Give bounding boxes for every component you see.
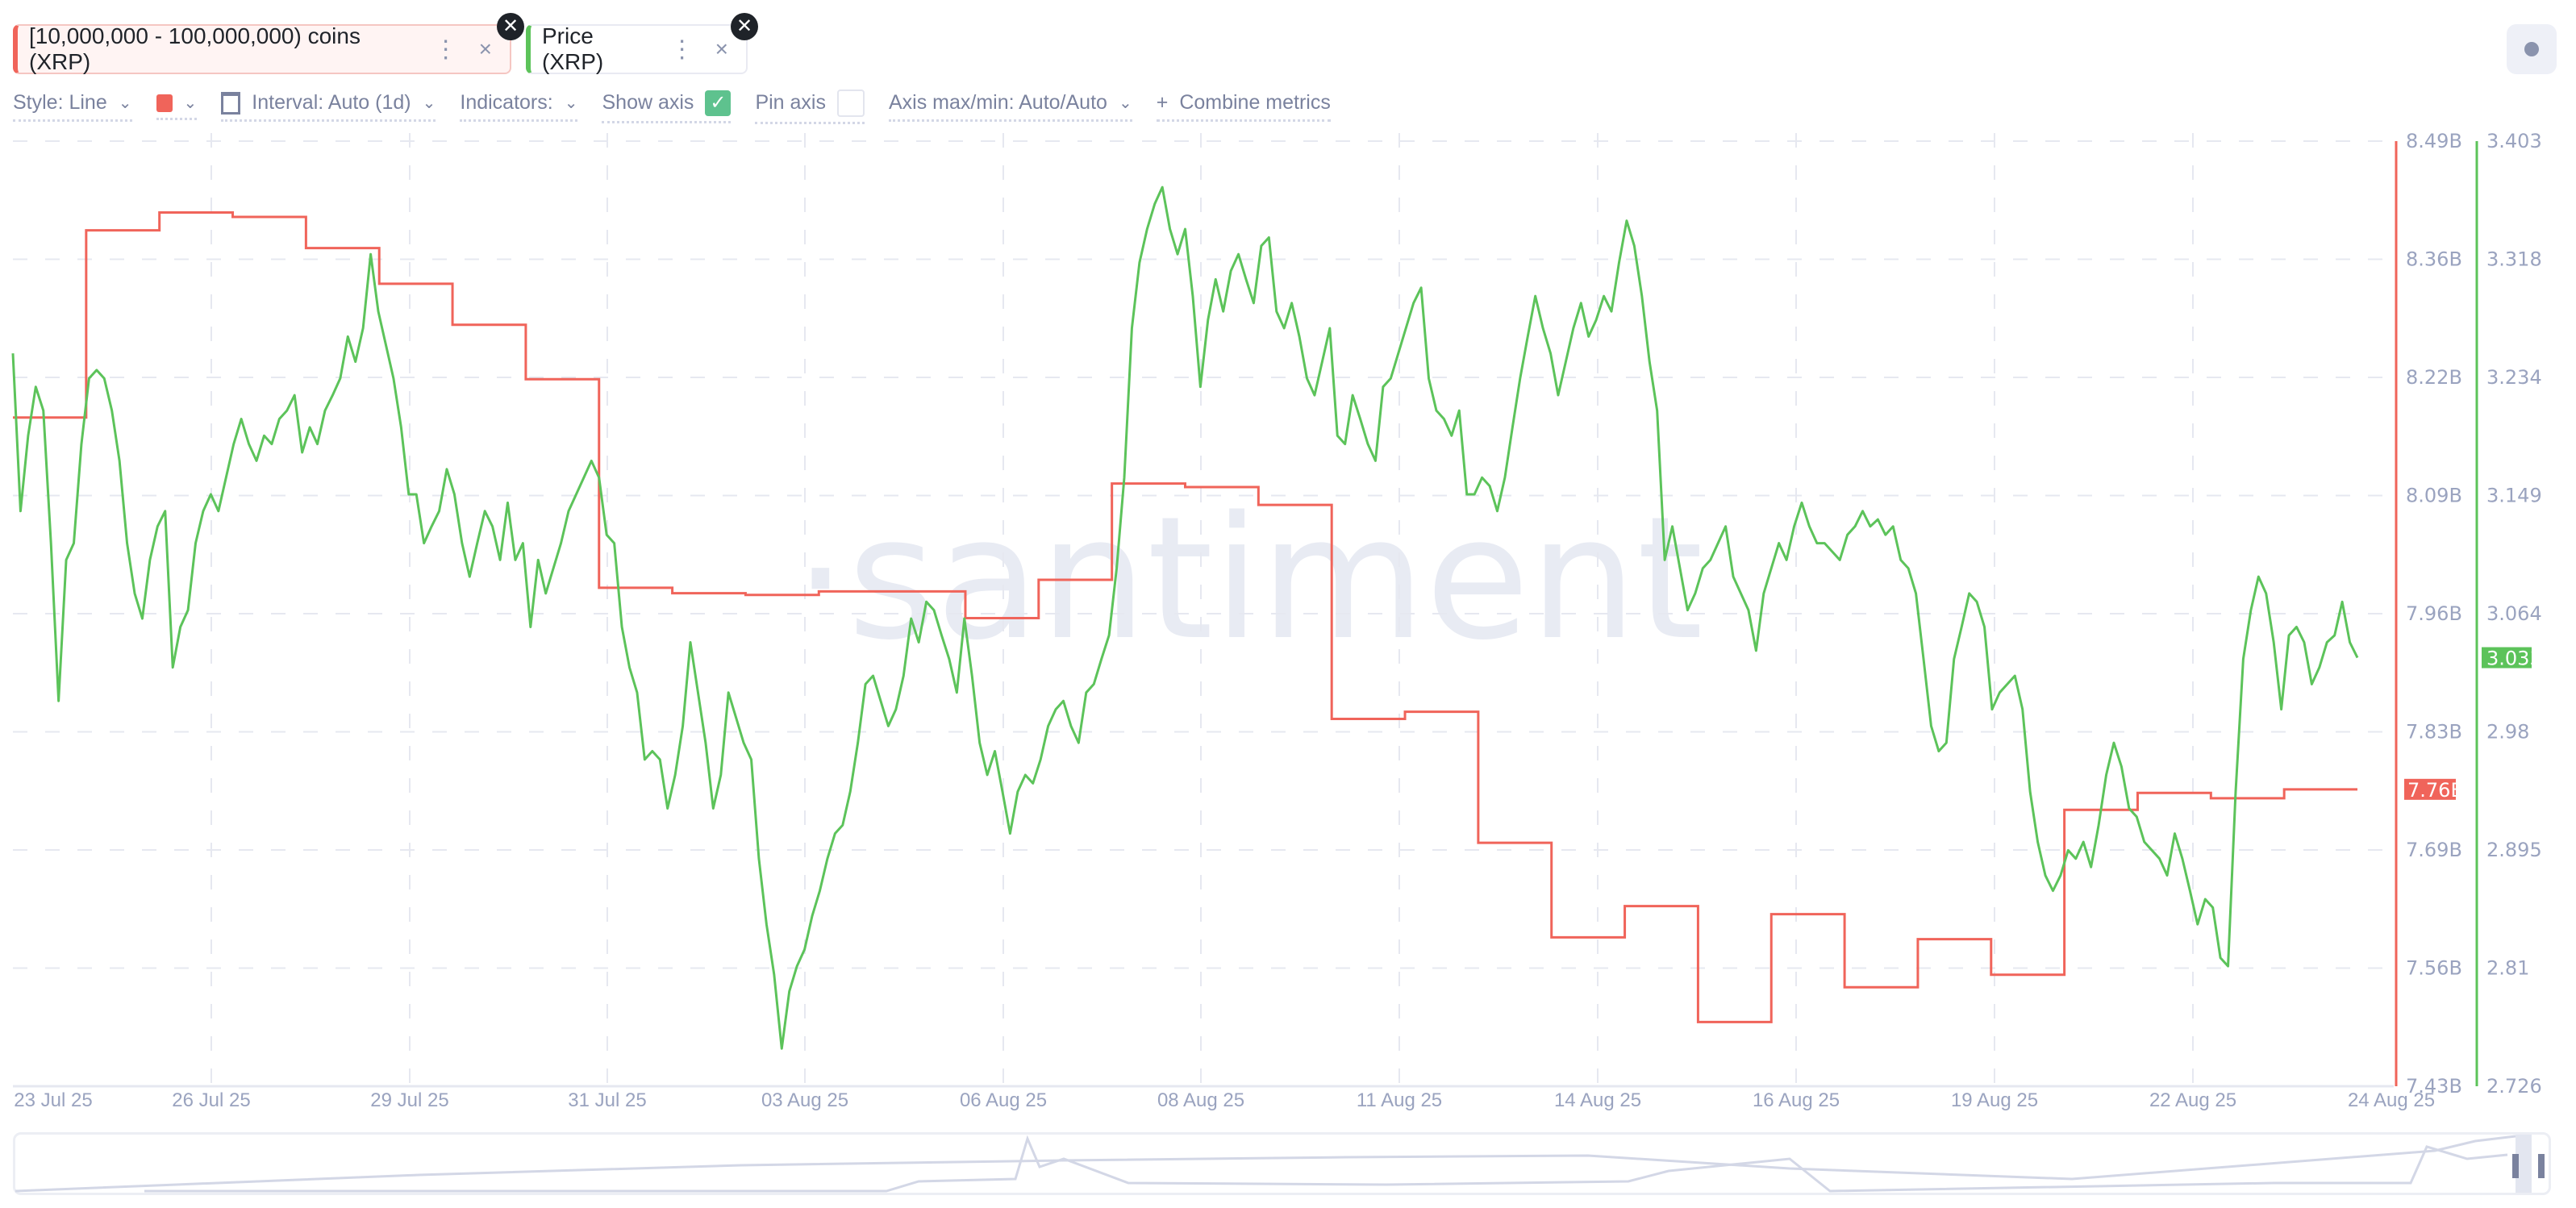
price-tick-label: 2.895	[2486, 839, 2542, 861]
kebab-icon[interactable]: ⋮	[433, 35, 458, 63]
style-label: Style: Line	[13, 91, 107, 114]
calendar-icon	[221, 91, 241, 115]
price-tick-label: 2.98	[2486, 721, 2529, 744]
indicators-dropdown[interactable]: Indicators: ⌄	[460, 91, 578, 122]
style-dropdown[interactable]: Style: Line ⌄	[13, 91, 132, 122]
color-swatch	[156, 94, 173, 112]
holders-step-line	[13, 210, 2357, 1023]
date-tick-label: 29 Jul 25	[370, 1089, 448, 1111]
color-dropdown[interactable]: ⌄	[156, 93, 198, 120]
navigator-line	[15, 1135, 2516, 1193]
left-metric-last-value-badge	[2404, 778, 2456, 800]
price-tick-label: 3.064	[2486, 602, 2542, 625]
checkbox-checked[interactable]: ✓	[705, 90, 732, 116]
chart-toolbar: Style: Line ⌄ ⌄ Interval: Auto (1d) ⌄ Indi…	[13, 89, 1355, 124]
interval-dropdown[interactable]: Interval: Auto (1d) ⌄	[221, 91, 436, 122]
price-last-value: 3.033	[2486, 648, 2542, 670]
watermark-logo: ·santiment	[794, 480, 1703, 677]
combine-label: Combine metrics	[1179, 91, 1331, 114]
show-axis-toggle[interactable]: Show axis ✓	[602, 90, 732, 123]
left-metric-tick-label: 7.56B	[2406, 957, 2462, 980]
date-tick-label: 06 Aug 25	[960, 1089, 1047, 1111]
axis-maxmin-dropdown[interactable]: Axis max/min: Auto/Auto ⌄	[888, 91, 1132, 122]
price-tick-label: 2.726	[2486, 1075, 2542, 1098]
remove-metric-button[interactable]: ✕	[497, 13, 524, 40]
metric-label: Price (XRP)	[542, 23, 604, 74]
dot-icon	[2524, 42, 2539, 56]
interval-label: Interval: Auto (1d)	[252, 91, 411, 114]
pin-axis-label: Pin axis	[755, 91, 826, 114]
date-tick-label: 14 Aug 25	[1554, 1089, 1641, 1111]
price-last-value-badge	[2482, 647, 2532, 669]
chevron-down-icon: ⌄	[183, 94, 198, 112]
left-metric-last-value: 7.76B	[2407, 779, 2464, 802]
navigator-handle-right[interactable]	[2538, 1154, 2545, 1178]
axis-maxmin-label: Axis max/min: Auto/Auto	[888, 91, 1107, 114]
pin-axis-toggle[interactable]: Pin axis	[755, 89, 865, 124]
plus-icon: +	[1156, 91, 1169, 114]
metric-label: [10,000,000 - 100,000,000) coins (XRP)	[29, 23, 361, 74]
date-tick-label: 26 Jul 25	[172, 1089, 250, 1111]
price-tick-label: 3.403	[2486, 130, 2542, 152]
left-metric-tick-label: 8.22B	[2406, 366, 2462, 389]
navigator-handle-left[interactable]	[2512, 1154, 2519, 1178]
navigator-window[interactable]	[2516, 1135, 2532, 1193]
left-metric-tick-label: 8.09B	[2406, 485, 2462, 507]
price-tick-label: 3.318	[2486, 248, 2542, 271]
date-tick-label: 03 Aug 25	[761, 1089, 848, 1111]
close-icon[interactable]: ×	[478, 36, 492, 61]
chevron-down-icon: ⌄	[1118, 94, 1132, 112]
kebab-icon[interactable]: ⋮	[669, 35, 694, 63]
left-metric-tick-label: 7.96B	[2406, 602, 2462, 625]
left-metric-tick-label: 8.36B	[2406, 248, 2462, 271]
left-metric-tick-label: 7.43B	[2406, 1075, 2462, 1098]
date-tick-label: 22 Aug 25	[2149, 1089, 2236, 1111]
navigator-minimap	[15, 1135, 2545, 1193]
remove-metric-button[interactable]: ✕	[731, 13, 758, 40]
indicators-label: Indicators:	[460, 91, 553, 114]
left-metric-tick-label: 7.69B	[2406, 839, 2462, 861]
combine-metrics-button[interactable]: + Combine metrics	[1156, 91, 1331, 122]
chevron-down-icon: ⌄	[564, 94, 578, 112]
date-tick-label: 11 Aug 25	[1357, 1089, 1442, 1111]
left-metric-tick-label: 8.49B	[2406, 130, 2462, 152]
date-tick-label: 08 Aug 25	[1157, 1089, 1244, 1111]
price-line	[11, 185, 2359, 1050]
chevron-down-icon: ⌄	[422, 94, 436, 112]
checkbox-unchecked[interactable]	[836, 89, 865, 117]
close-icon[interactable]: ×	[715, 36, 728, 61]
date-tick-label: 19 Aug 25	[1951, 1089, 2038, 1111]
date-tick-label: 16 Aug 25	[1753, 1089, 1840, 1111]
date-tick-label: 31 Jul 25	[568, 1089, 646, 1111]
navigator-line	[144, 1135, 2508, 1193]
metric-chip-coins-holders[interactable]: [10,000,000 - 100,000,000) coins (XRP) ⋮…	[13, 23, 511, 74]
date-tick-label: 24 Aug 25	[2348, 1089, 2435, 1111]
price-tick-label: 3.149	[2486, 485, 2542, 507]
range-navigator[interactable]	[13, 1132, 2551, 1195]
price-tick-label: 2.81	[2486, 957, 2529, 980]
record-button[interactable]	[2507, 24, 2557, 74]
date-tick-label: 23 Jul 25	[14, 1089, 92, 1111]
metric-chip-price[interactable]: Price (XRP) ⋮ ×	[526, 23, 748, 74]
chevron-down-icon: ⌄	[118, 94, 132, 112]
price-tick-label: 3.234	[2486, 366, 2542, 389]
show-axis-label: Show axis	[602, 91, 694, 114]
left-metric-tick-label: 7.83B	[2406, 721, 2462, 744]
